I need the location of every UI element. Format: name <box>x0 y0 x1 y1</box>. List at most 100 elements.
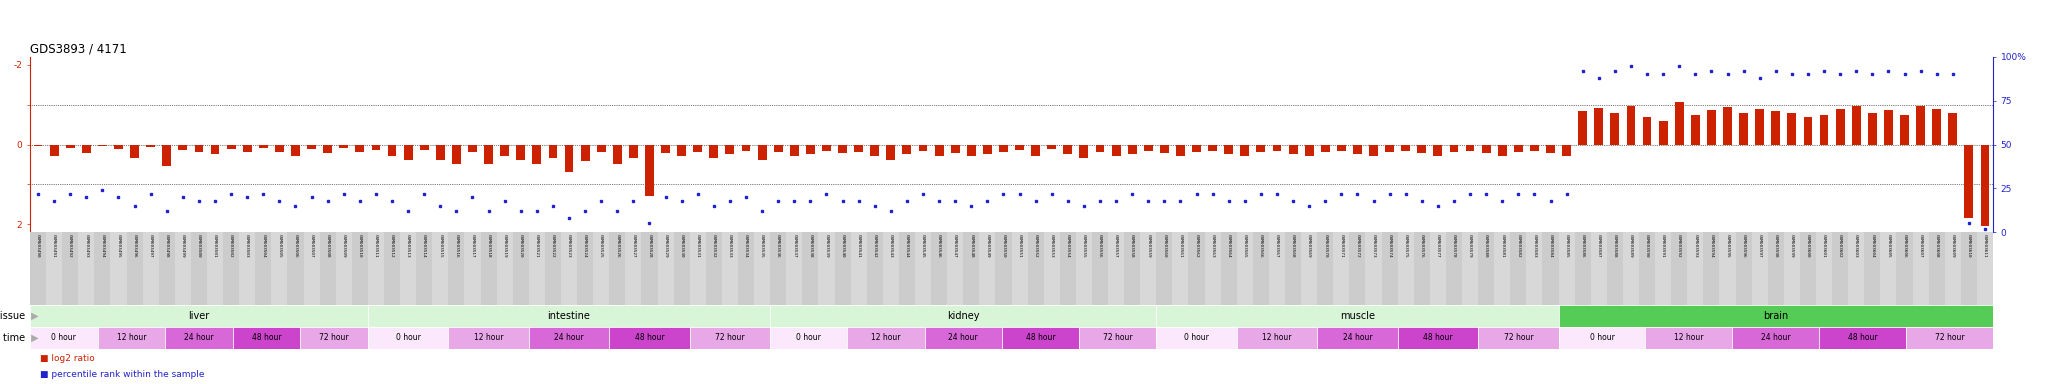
Text: GSM603531: GSM603531 <box>696 234 700 258</box>
Text: GSM603501: GSM603501 <box>213 234 217 258</box>
Text: GSM603538: GSM603538 <box>809 234 813 258</box>
Bar <box>227 144 236 149</box>
Bar <box>561 232 578 305</box>
Bar <box>160 232 174 305</box>
Bar <box>915 232 932 305</box>
Text: 48 hour: 48 hour <box>1026 333 1055 343</box>
Bar <box>967 144 975 156</box>
Bar <box>115 144 123 149</box>
Bar <box>899 232 915 305</box>
Text: GSM603542: GSM603542 <box>872 234 877 258</box>
Bar <box>838 144 848 153</box>
Text: tissue: tissue <box>0 311 29 321</box>
Text: 0 hour: 0 hour <box>51 333 76 343</box>
Bar <box>1575 232 1591 305</box>
Bar <box>1417 144 1425 153</box>
Bar <box>1397 232 1413 305</box>
Bar <box>1530 144 1538 151</box>
Bar <box>31 327 98 349</box>
Text: GSM603588: GSM603588 <box>1614 234 1616 258</box>
Text: ▶: ▶ <box>29 333 39 343</box>
Bar <box>469 144 477 152</box>
Bar <box>1370 144 1378 156</box>
Bar <box>369 305 770 327</box>
Text: GSM603546: GSM603546 <box>938 234 942 258</box>
Text: 72 hour: 72 hour <box>1935 333 1964 343</box>
Bar <box>383 232 399 305</box>
Text: GSM603585: GSM603585 <box>1565 234 1569 258</box>
Bar <box>866 232 883 305</box>
Bar <box>1047 144 1057 149</box>
Bar <box>1032 144 1040 156</box>
Bar <box>1157 232 1171 305</box>
Text: GSM603597: GSM603597 <box>1757 234 1761 258</box>
Text: GSM603490: GSM603490 <box>37 234 41 258</box>
Bar <box>82 144 90 153</box>
Bar <box>336 232 352 305</box>
Bar <box>303 232 319 305</box>
Bar <box>578 232 594 305</box>
Bar <box>319 232 336 305</box>
Text: 48 hour: 48 hour <box>1847 333 1878 343</box>
Text: GSM603532: GSM603532 <box>713 234 717 258</box>
Bar <box>770 232 786 305</box>
Text: GSM603557: GSM603557 <box>1114 234 1118 258</box>
Text: GSM603526: GSM603526 <box>614 234 618 258</box>
Text: GSM603568: GSM603568 <box>1290 234 1294 258</box>
Bar <box>1079 144 1087 157</box>
Bar <box>1929 232 1946 305</box>
Bar <box>709 144 719 157</box>
Bar <box>369 327 449 349</box>
Bar <box>1638 232 1655 305</box>
Text: GSM603511: GSM603511 <box>375 234 379 258</box>
Bar <box>903 144 911 154</box>
Text: GSM603504: GSM603504 <box>262 234 266 258</box>
Bar <box>301 327 369 349</box>
Text: GSM603559: GSM603559 <box>1147 234 1151 258</box>
Text: 24 hour: 24 hour <box>948 333 979 343</box>
Text: GSM603573: GSM603573 <box>1372 234 1376 258</box>
Bar <box>270 232 287 305</box>
Text: GSM603600: GSM603600 <box>1806 234 1810 258</box>
Bar <box>1128 144 1137 154</box>
Text: GSM603587: GSM603587 <box>1597 234 1602 258</box>
Text: GSM603583: GSM603583 <box>1532 234 1536 258</box>
Text: GSM603524: GSM603524 <box>584 234 588 258</box>
Bar <box>1257 144 1266 152</box>
Bar <box>399 232 416 305</box>
Text: GSM603527: GSM603527 <box>631 234 635 258</box>
Bar <box>233 327 301 349</box>
Text: muscle: muscle <box>1339 311 1374 321</box>
Text: GSM603609: GSM603609 <box>1952 234 1954 258</box>
Bar <box>258 144 268 148</box>
Text: GSM603494: GSM603494 <box>100 234 104 258</box>
Bar <box>1513 144 1524 152</box>
Bar <box>1401 144 1411 151</box>
Text: GSM603529: GSM603529 <box>664 234 668 258</box>
Bar <box>950 144 961 153</box>
Bar <box>1880 232 1896 305</box>
Bar <box>1733 327 1819 349</box>
Bar <box>1092 232 1108 305</box>
Bar <box>465 232 481 305</box>
Text: GSM603606: GSM603606 <box>1903 234 1907 258</box>
Bar <box>66 144 74 148</box>
Text: GSM603574: GSM603574 <box>1389 234 1393 258</box>
Text: GSM603519: GSM603519 <box>502 234 506 258</box>
Bar <box>1546 144 1554 153</box>
Bar <box>1896 232 1913 305</box>
Bar <box>1483 144 1491 153</box>
Bar <box>420 144 428 151</box>
Text: GSM603509: GSM603509 <box>342 234 346 258</box>
Text: GSM603551: GSM603551 <box>1018 234 1022 258</box>
Bar <box>1171 232 1188 305</box>
Bar <box>741 144 750 151</box>
Text: 0 hour: 0 hour <box>1589 333 1614 343</box>
Bar <box>94 232 111 305</box>
Bar <box>1960 232 1976 305</box>
Text: GSM603605: GSM603605 <box>1886 234 1890 258</box>
Text: 24 hour: 24 hour <box>1343 333 1372 343</box>
Text: liver: liver <box>188 311 209 321</box>
Bar <box>1784 232 1800 305</box>
Text: GSM603602: GSM603602 <box>1839 234 1841 258</box>
